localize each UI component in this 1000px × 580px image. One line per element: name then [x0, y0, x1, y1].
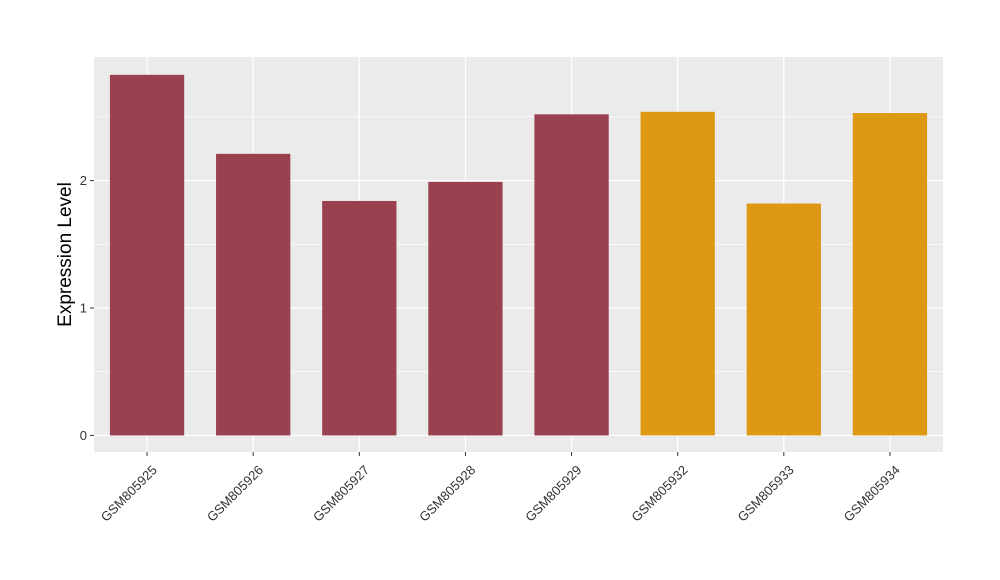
y-tick-label: 2	[80, 173, 87, 188]
x-axis: GSM805925 GSM805926 GSM805927 GSM805928 GSM8…	[98, 452, 903, 525]
bar-GSM805929	[534, 114, 609, 436]
y-axis: 0 1 2	[80, 173, 94, 443]
x-tick-label: GSM805927	[310, 462, 372, 524]
x-tick-label: GSM805933	[734, 462, 796, 524]
y-axis-title: Expression Level	[55, 182, 76, 327]
bars	[109, 74, 928, 436]
x-tick-label: GSM805929	[522, 462, 584, 524]
bar-GSM805927	[322, 200, 397, 436]
bar-GSM805934	[852, 113, 928, 436]
x-tick-label: GSM805934	[841, 462, 903, 524]
x-tick-label: GSM805928	[416, 462, 478, 524]
bar-GSM805926	[216, 153, 291, 436]
y-tick-label: 1	[80, 301, 87, 316]
y-tick-label: 0	[80, 428, 87, 443]
x-tick-label: GSM805925	[98, 462, 160, 524]
bar-GSM805925	[109, 74, 185, 436]
bar-GSM805932	[640, 111, 715, 436]
bar-GSM805928	[428, 181, 503, 436]
x-tick-label: GSM805926	[204, 462, 266, 524]
x-tick-label: GSM805932	[628, 462, 690, 524]
bar-GSM805933	[746, 203, 821, 436]
